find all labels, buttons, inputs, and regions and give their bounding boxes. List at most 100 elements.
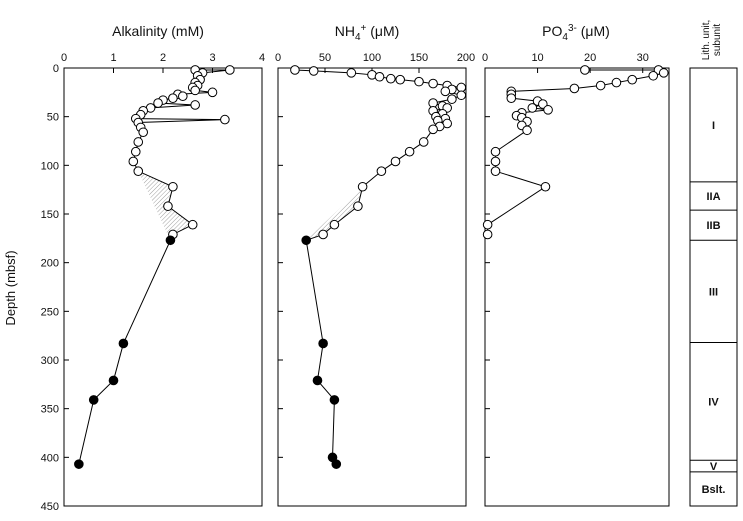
ammonium-open-point [390,156,401,167]
y-tick-label: 0 [53,63,59,75]
ammonium-x-tick-label: 50 [319,52,331,64]
phosphate-open-point [648,70,659,81]
ammonium-open-point [440,86,451,97]
lithology-unit-label: V [710,461,718,473]
lithology-unit-label: III [709,286,718,298]
ammonium-open-point [428,124,438,135]
phosphate-x-tick-label: 20 [584,52,596,64]
alkalinity-open-point [220,114,230,125]
phosphate-open-point [482,219,493,230]
alkalinity-filled-point [108,375,119,386]
alkalinity-open-point [138,127,148,138]
ammonium-frame [277,67,467,507]
ammonium-open-point [447,94,457,104]
ammonium-shaded-region [306,186,363,241]
phosphate-open-point [595,80,606,91]
y-tick-label: 400 [41,452,59,464]
phosphate-open-point [506,93,517,103]
phosphate-open-point [490,156,501,167]
alkalinity-open-point [133,166,144,176]
ammonium-x-tick-label: 0 [275,52,281,64]
ammonium-open-point [346,68,357,78]
ammonium-open-point [290,65,300,75]
phosphate-open-point [540,181,551,192]
lithology-unit-label: IIA [706,191,720,203]
lithology-unit-label: IV [708,396,719,408]
ammonium-open-point [414,76,424,87]
alkalinity-open-point [130,146,141,157]
alkalinity-open-point [153,98,163,108]
alkalinity-x-tick-label: 0 [61,52,67,64]
lithology-unit-label: I [712,120,715,132]
y-tick-label: 200 [41,258,59,270]
phosphate-open-point [538,99,548,109]
phosphate-open-point [611,77,622,88]
alkalinity-filled-point [74,459,84,469]
ammonium-filled-point [329,395,340,405]
ammonium-open-point [374,71,385,82]
ammonium-x-tick-label: 150 [410,52,428,64]
alkalinity-open-point [163,201,173,212]
phosphate-title: PO43- (μM) [542,23,610,43]
ammonium-filled-point [312,375,323,386]
phosphate-open-point [627,74,638,85]
alkalinity-open-point [168,181,178,192]
alkalinity-x-tick-label: 2 [160,52,166,64]
phosphate-open-point [580,65,590,75]
ammonium-x-tick-label: 100 [363,52,381,64]
ammonium-open-point [404,146,415,157]
lithology-frame [689,67,738,507]
alkalinity-x-tick-label: 3 [209,52,215,64]
y-tick-label: 150 [41,209,59,221]
ammonium-filled-point [331,459,342,469]
ammonium-x-tick-label: 200 [457,52,475,64]
alkalinity-frame [63,67,263,507]
phosphate-open-point [490,166,501,176]
phosphate-open-point [482,229,493,240]
phosphate-panel: 0 10 20 30 [482,52,670,507]
y-tick-label: 450 [41,501,59,513]
y-tick-label: 250 [41,306,59,318]
alkalinity-filled-point [118,338,129,349]
ammonium-open-point [428,78,438,89]
alkalinity-open-point [190,85,200,96]
phosphate-frame [484,67,670,507]
phosphate-x-tick-label: 0 [482,52,488,64]
alkalinity-filled-point [165,235,176,246]
phosphate-open-point [522,125,532,136]
alkalinity-open-point [225,65,235,75]
ammonium-filled-point [318,338,328,349]
ammonium-open-point [456,90,467,101]
ammonium-open-point [418,137,429,147]
ammonium-panel: 0 50 100 150 200 [275,52,475,507]
y-tick-label: 300 [41,355,59,367]
alkalinity-filled-point [88,395,99,405]
y-axis-label: Depth (mbsf) [3,250,18,325]
alkalinity-open-point [187,219,198,230]
ammonium-title: NH4+ (μM) [335,23,400,43]
lithology-unit-label: Bslt. [702,484,726,496]
phosphate-open-point [569,83,580,94]
y-tick-label: 100 [41,160,59,172]
phosphate-x-tick-label: 30 [637,52,649,64]
alkalinity-title: Alkalinity (mM) [112,23,204,39]
lithology-unit-label: IIB [706,220,720,232]
phosphate-open-point [543,105,553,115]
alkalinity-panel: 0 1 2 3 4 0 50 100 150 200 250 300 350 400 450 [41,52,265,513]
ammonium-open-point [386,73,396,84]
lithology-header: Lith. unit,subunit [701,20,723,61]
ammonium-open-point [318,229,328,240]
y-tick-label: 350 [41,404,59,416]
ammonium-open-point [353,201,363,212]
phosphate-open-point [490,146,501,157]
ammonium-open-point [376,166,387,176]
alkalinity-open-point [168,93,178,103]
y-tick-label: 50 [47,112,59,124]
phosphate-x-tick-label: 10 [531,52,543,64]
alkalinity-x-tick-label: 1 [110,52,116,64]
alkalinity-open-point [207,87,218,98]
phosphate-open-point [658,68,669,78]
alkalinity-open-point [133,137,144,147]
alkalinity-x-tick-label: 4 [259,52,265,64]
phosphate-open-point [527,103,538,113]
